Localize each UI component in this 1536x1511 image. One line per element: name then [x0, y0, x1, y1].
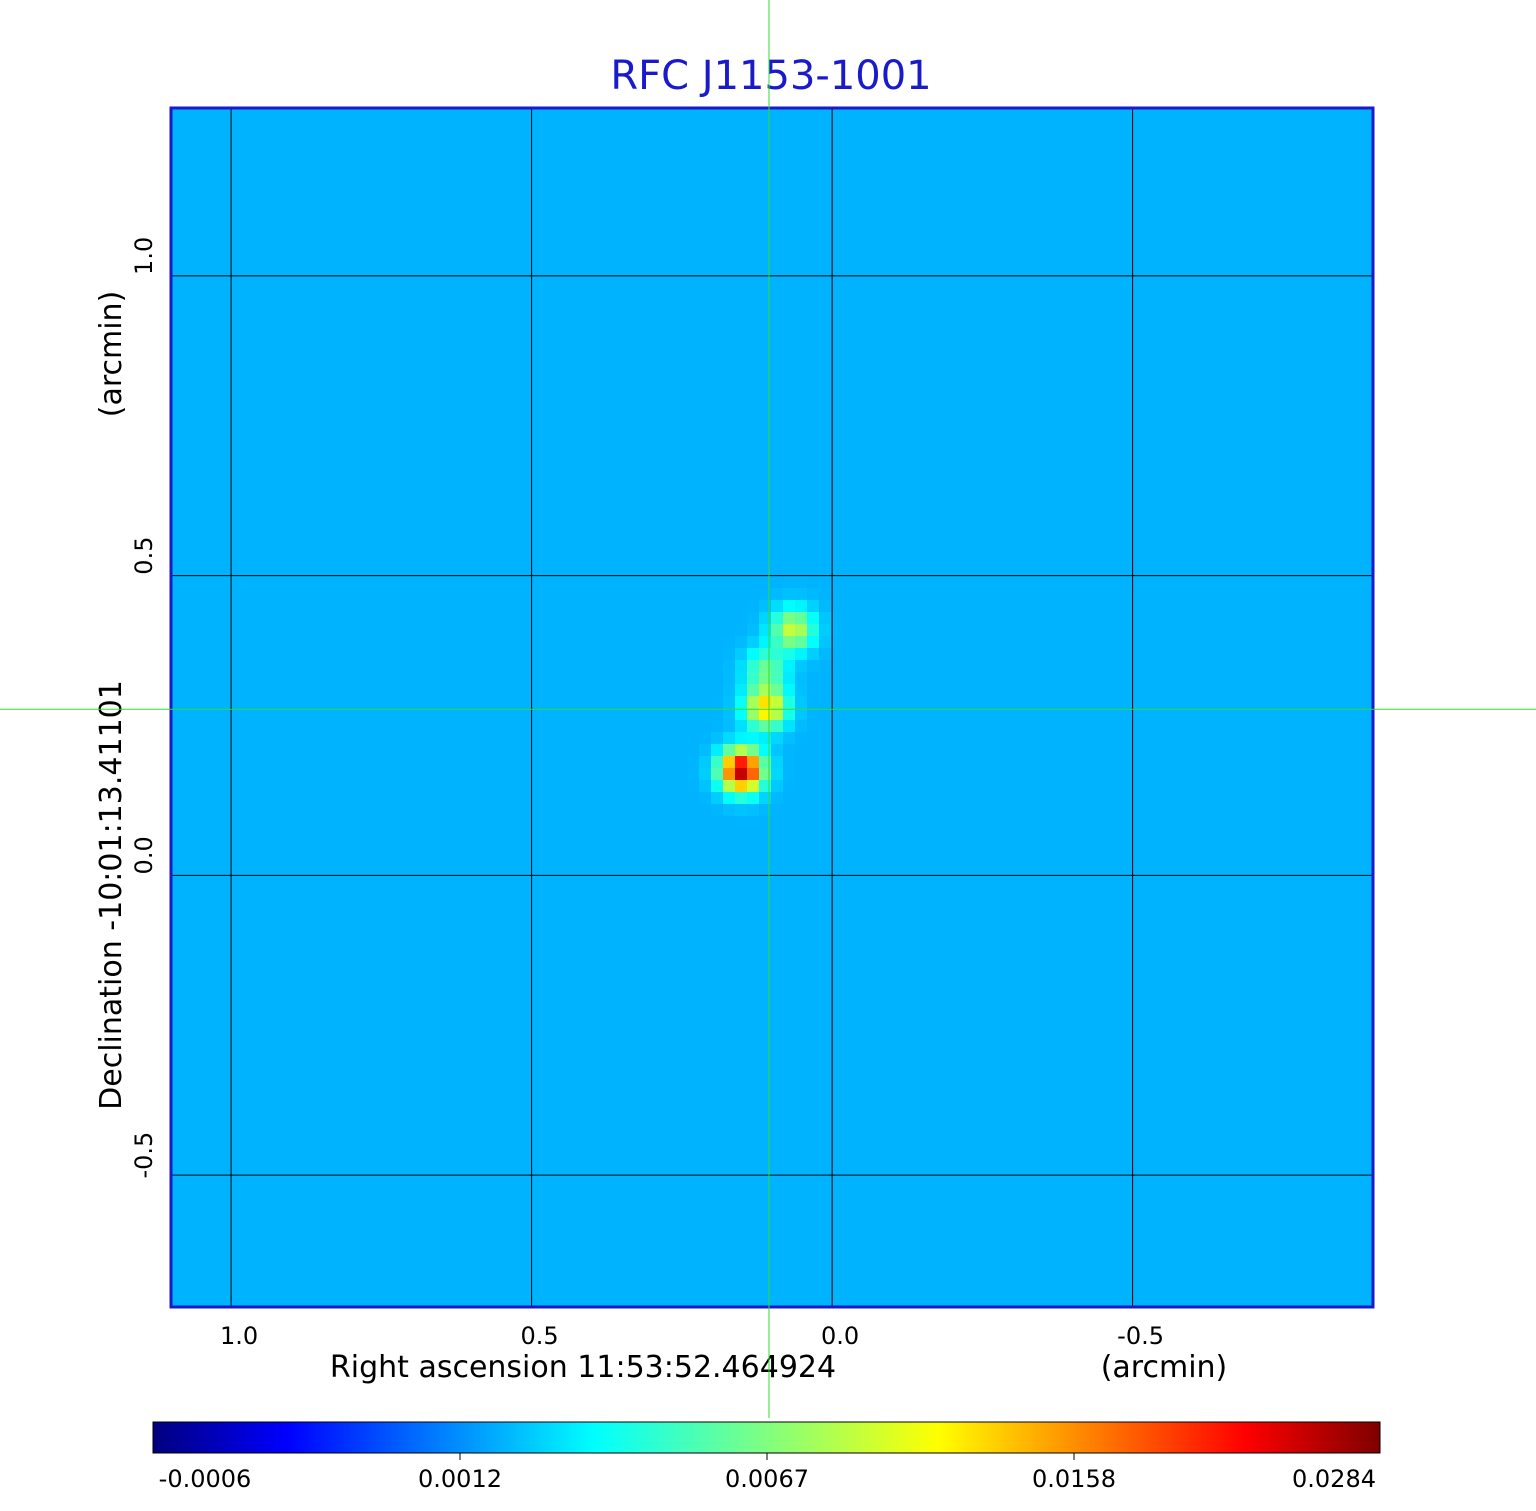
colorbar-tick-label: 0.0012: [418, 1465, 502, 1493]
x-axis-unit: (arcmin): [1101, 1350, 1228, 1385]
y-tick-label: 0.0: [130, 836, 158, 874]
x-tick-label: 1.0: [220, 1322, 258, 1350]
colorbar-tick-label: 0.0284: [1292, 1465, 1376, 1493]
y-axis-label: Declination -10:01:13.41101: [94, 680, 129, 1110]
y-axis-unit: (arcmin): [94, 291, 129, 418]
y-tick-label: 0.5: [130, 537, 158, 575]
x-tick-labels: 1.0 0.5 0.0 -0.5: [220, 1322, 1164, 1350]
plot-frame: [169, 106, 1375, 1309]
y-tick-labels: 1.0 0.5 0.0 -0.5: [130, 237, 158, 1179]
colorbar-tick-label: 0.0067: [725, 1465, 809, 1493]
colorbar-tick-label: -0.0006: [159, 1465, 252, 1493]
colorbar-tick-label: 0.0158: [1032, 1465, 1116, 1493]
colorbar: [152, 1421, 1381, 1454]
x-tick-label: -0.5: [1117, 1322, 1164, 1350]
radio-image: [171, 108, 1373, 1307]
grid-lines: [171, 108, 1373, 1307]
colorbar-tick-labels: -0.0006 0.0012 0.0067 0.0158 0.0284: [159, 1453, 1376, 1493]
x-tick-label: 0.5: [521, 1322, 559, 1350]
chart-title: RFC J1153-1001: [610, 53, 931, 99]
y-tick-label: -0.5: [130, 1132, 158, 1179]
y-tick-label: 1.0: [130, 237, 158, 275]
x-tick-label: 0.0: [821, 1322, 859, 1350]
crosshair: [0, 0, 1536, 1418]
x-axis-label: Right ascension 11:53:52.464924: [330, 1350, 836, 1385]
